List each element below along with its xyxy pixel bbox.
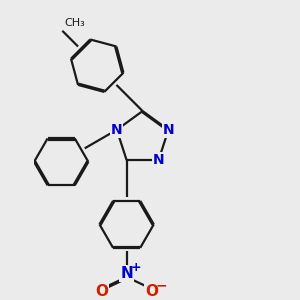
Text: O: O — [145, 284, 158, 299]
Text: O: O — [95, 284, 109, 299]
Text: N: N — [111, 123, 123, 137]
Text: CH₃: CH₃ — [64, 18, 85, 28]
Text: N: N — [153, 153, 164, 167]
Text: −: − — [155, 278, 167, 292]
Text: +: + — [130, 261, 141, 274]
Text: N: N — [120, 266, 133, 281]
Text: N: N — [163, 123, 174, 137]
